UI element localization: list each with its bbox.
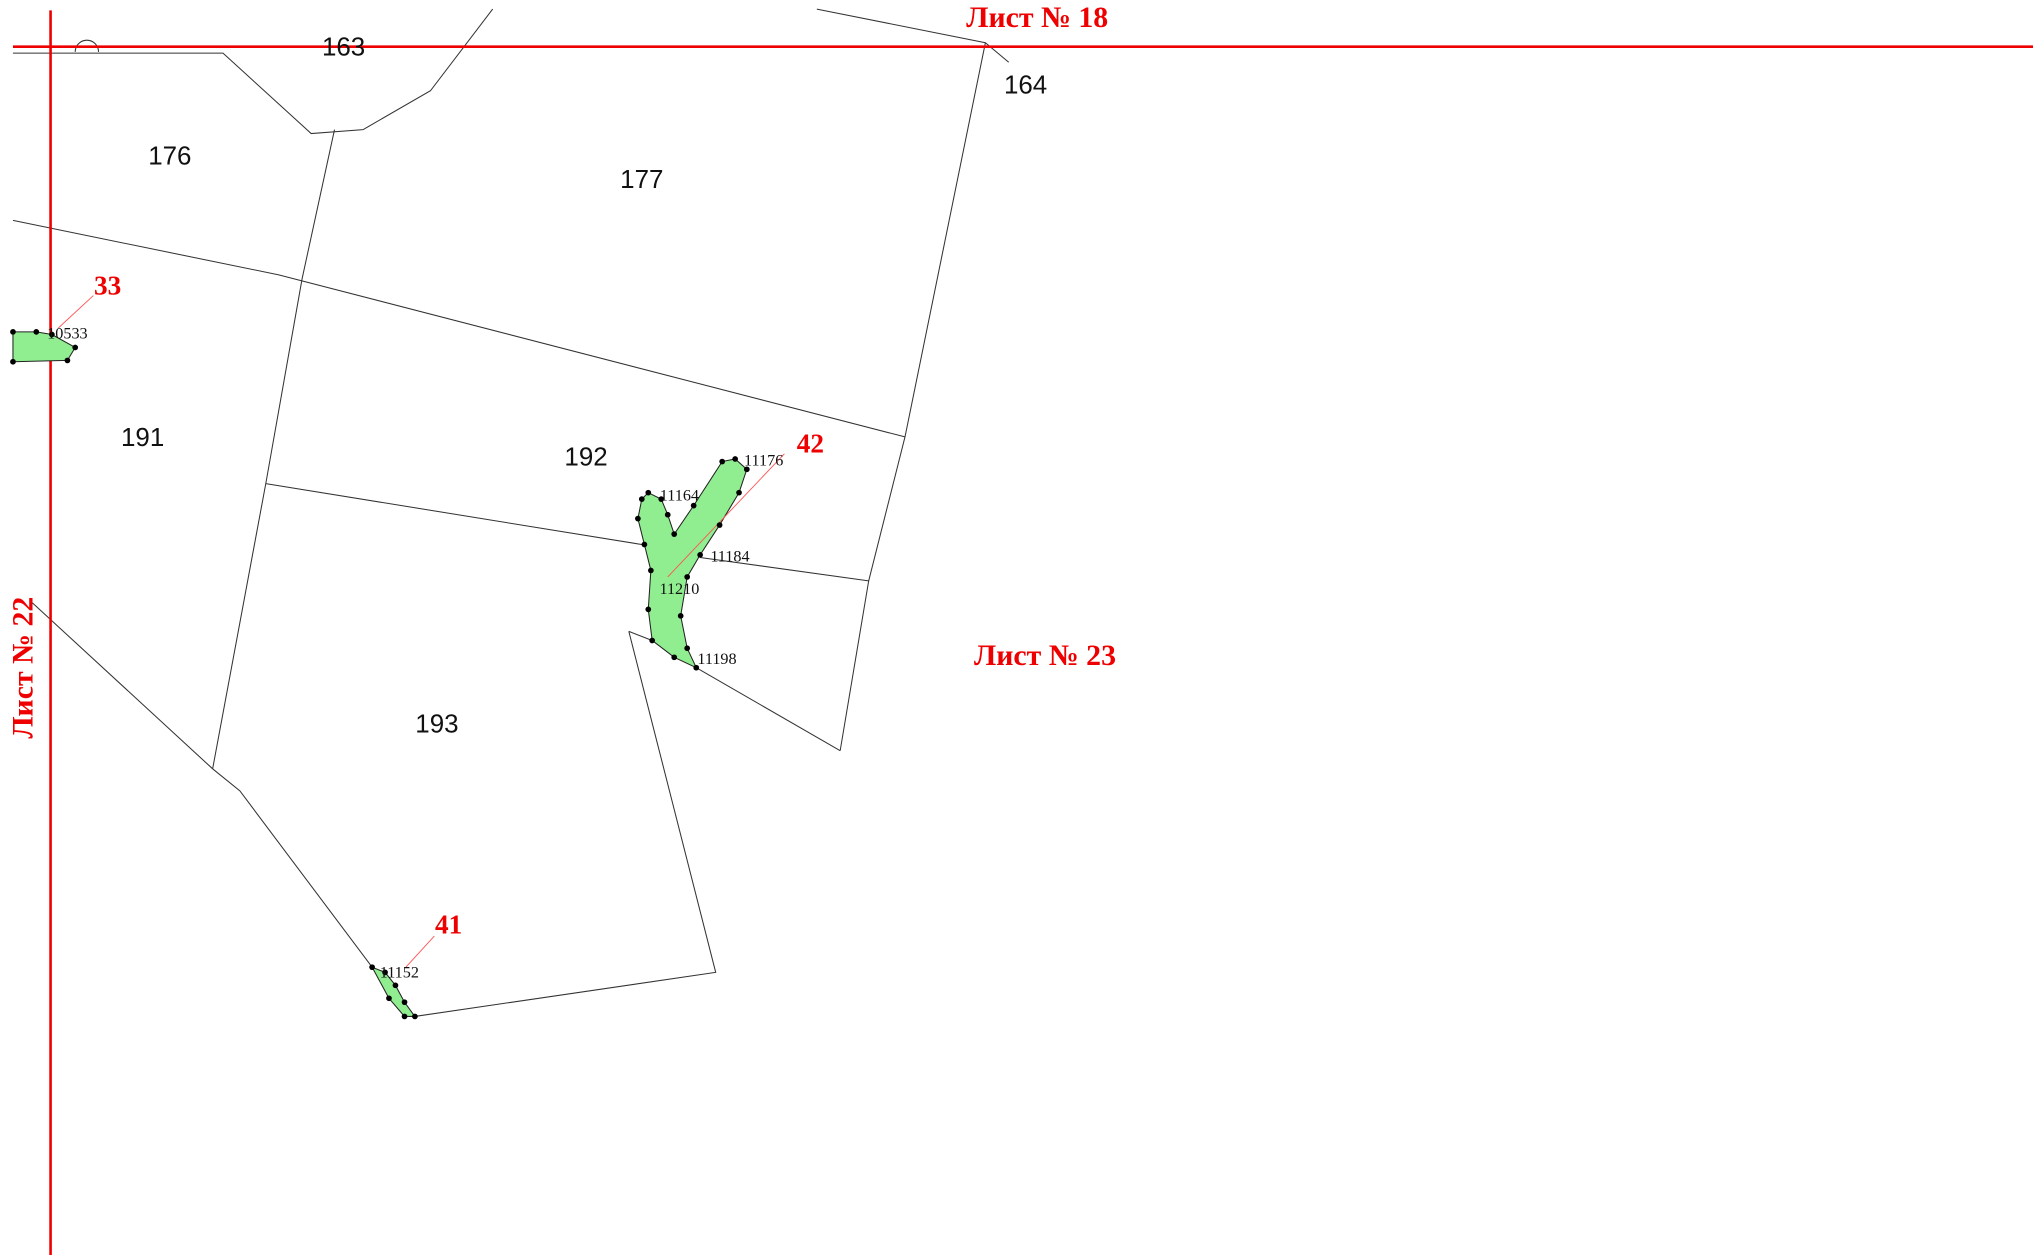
point-number: 11176 xyxy=(744,451,783,469)
parcel-number: 164 xyxy=(1004,71,1047,99)
vertex-dot xyxy=(719,458,726,465)
sheet-borders xyxy=(12,10,2033,1255)
vertex-dot xyxy=(33,329,40,335)
vertex-dot xyxy=(736,489,742,496)
point-number: 11198 xyxy=(697,650,736,668)
sheet-label: Лист № 23 xyxy=(974,639,1116,672)
vertex-dot xyxy=(693,664,700,671)
vertex-dot xyxy=(392,982,399,989)
vertex-dot xyxy=(645,489,652,496)
sheet-label: Лист № 18 xyxy=(966,1,1108,34)
vertex-dot xyxy=(684,645,691,652)
parcel-number: 193 xyxy=(415,711,458,739)
parcel-number: 163 xyxy=(322,34,365,62)
sheet-label: Лист № 22 xyxy=(6,597,39,739)
parcel-number: 176 xyxy=(148,143,191,171)
vertex-dot xyxy=(369,964,375,971)
zone-number: 33 xyxy=(94,270,121,300)
vertex-dots xyxy=(10,329,750,1020)
vertex-dot xyxy=(635,515,641,522)
zones xyxy=(12,295,785,1017)
vertex-dot xyxy=(697,552,703,558)
vertex-dot xyxy=(671,654,678,661)
vertex-dot xyxy=(72,344,79,351)
vertex-dot xyxy=(49,331,55,338)
vertex-dot xyxy=(386,995,392,1002)
vertex-dot xyxy=(690,502,697,509)
vertex-dot xyxy=(648,567,654,574)
point-number: 11184 xyxy=(710,547,749,565)
parcel-number: 192 xyxy=(564,443,607,471)
point-number: 11210 xyxy=(659,580,699,598)
vertex-dot xyxy=(671,531,678,538)
point-number: 10533 xyxy=(47,324,87,342)
vertex-dot xyxy=(64,357,71,364)
zone-number: 41 xyxy=(435,909,462,939)
vertex-dot xyxy=(401,999,408,1006)
vertex-dot xyxy=(638,496,645,502)
vertex-dot xyxy=(645,606,652,613)
parcel-number: 191 xyxy=(121,424,164,452)
vertex-dot xyxy=(716,522,723,528)
parcel-number: 177 xyxy=(620,166,663,194)
vertex-dot xyxy=(732,456,738,462)
vertex-dot xyxy=(664,511,671,518)
vertex-dot xyxy=(382,969,388,976)
vertex-dot xyxy=(10,358,16,365)
point-number: 11164 xyxy=(660,486,699,504)
vertex-dot xyxy=(10,329,16,335)
vertex-dot xyxy=(684,574,691,580)
vertex-dot xyxy=(401,1013,408,1020)
point-number: 11152 xyxy=(380,964,419,982)
vertex-dot xyxy=(743,466,750,473)
vertex-dot xyxy=(412,1013,418,1020)
vertex-dot xyxy=(677,612,684,619)
vertex-dot xyxy=(649,637,656,644)
vertex-dot xyxy=(641,541,648,548)
vertex-dot xyxy=(658,496,665,502)
zone-number: 42 xyxy=(797,428,824,458)
